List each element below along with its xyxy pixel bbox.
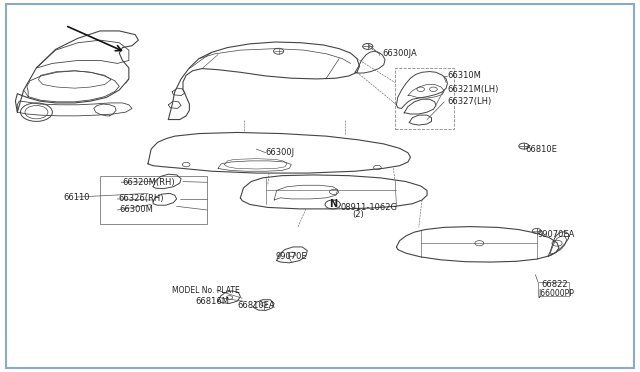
Text: 66810EA: 66810EA [237,301,275,311]
Text: 66321M(LH): 66321M(LH) [447,85,499,94]
Text: (2): (2) [352,210,364,219]
Bar [395,68,454,129]
Text: 66327(LH): 66327(LH) [447,97,492,106]
Text: MODEL No. PLATE: MODEL No. PLATE [172,286,240,295]
Text: 99070EA: 99070EA [538,230,575,239]
Text: N: N [329,199,337,209]
Text: 66320M(RH): 66320M(RH) [122,178,175,187]
Text: 66300M: 66300M [119,205,153,215]
Text: J66000PP: J66000PP [538,289,574,298]
Text: 08911-1062G: 08911-1062G [340,203,397,212]
Text: 66310M: 66310M [447,71,481,80]
Bar [100,176,207,224]
Text: 66822: 66822 [541,280,568,289]
Text: 66300J: 66300J [266,148,295,157]
Text: 66816M: 66816M [196,297,230,306]
Text: 66300JA: 66300JA [383,49,417,58]
Bar [538,282,568,296]
Text: 66810E: 66810E [525,145,557,154]
Text: 66110: 66110 [64,193,90,202]
Text: 66326(RH): 66326(RH) [118,195,163,203]
Text: 99070E: 99070E [275,251,307,261]
